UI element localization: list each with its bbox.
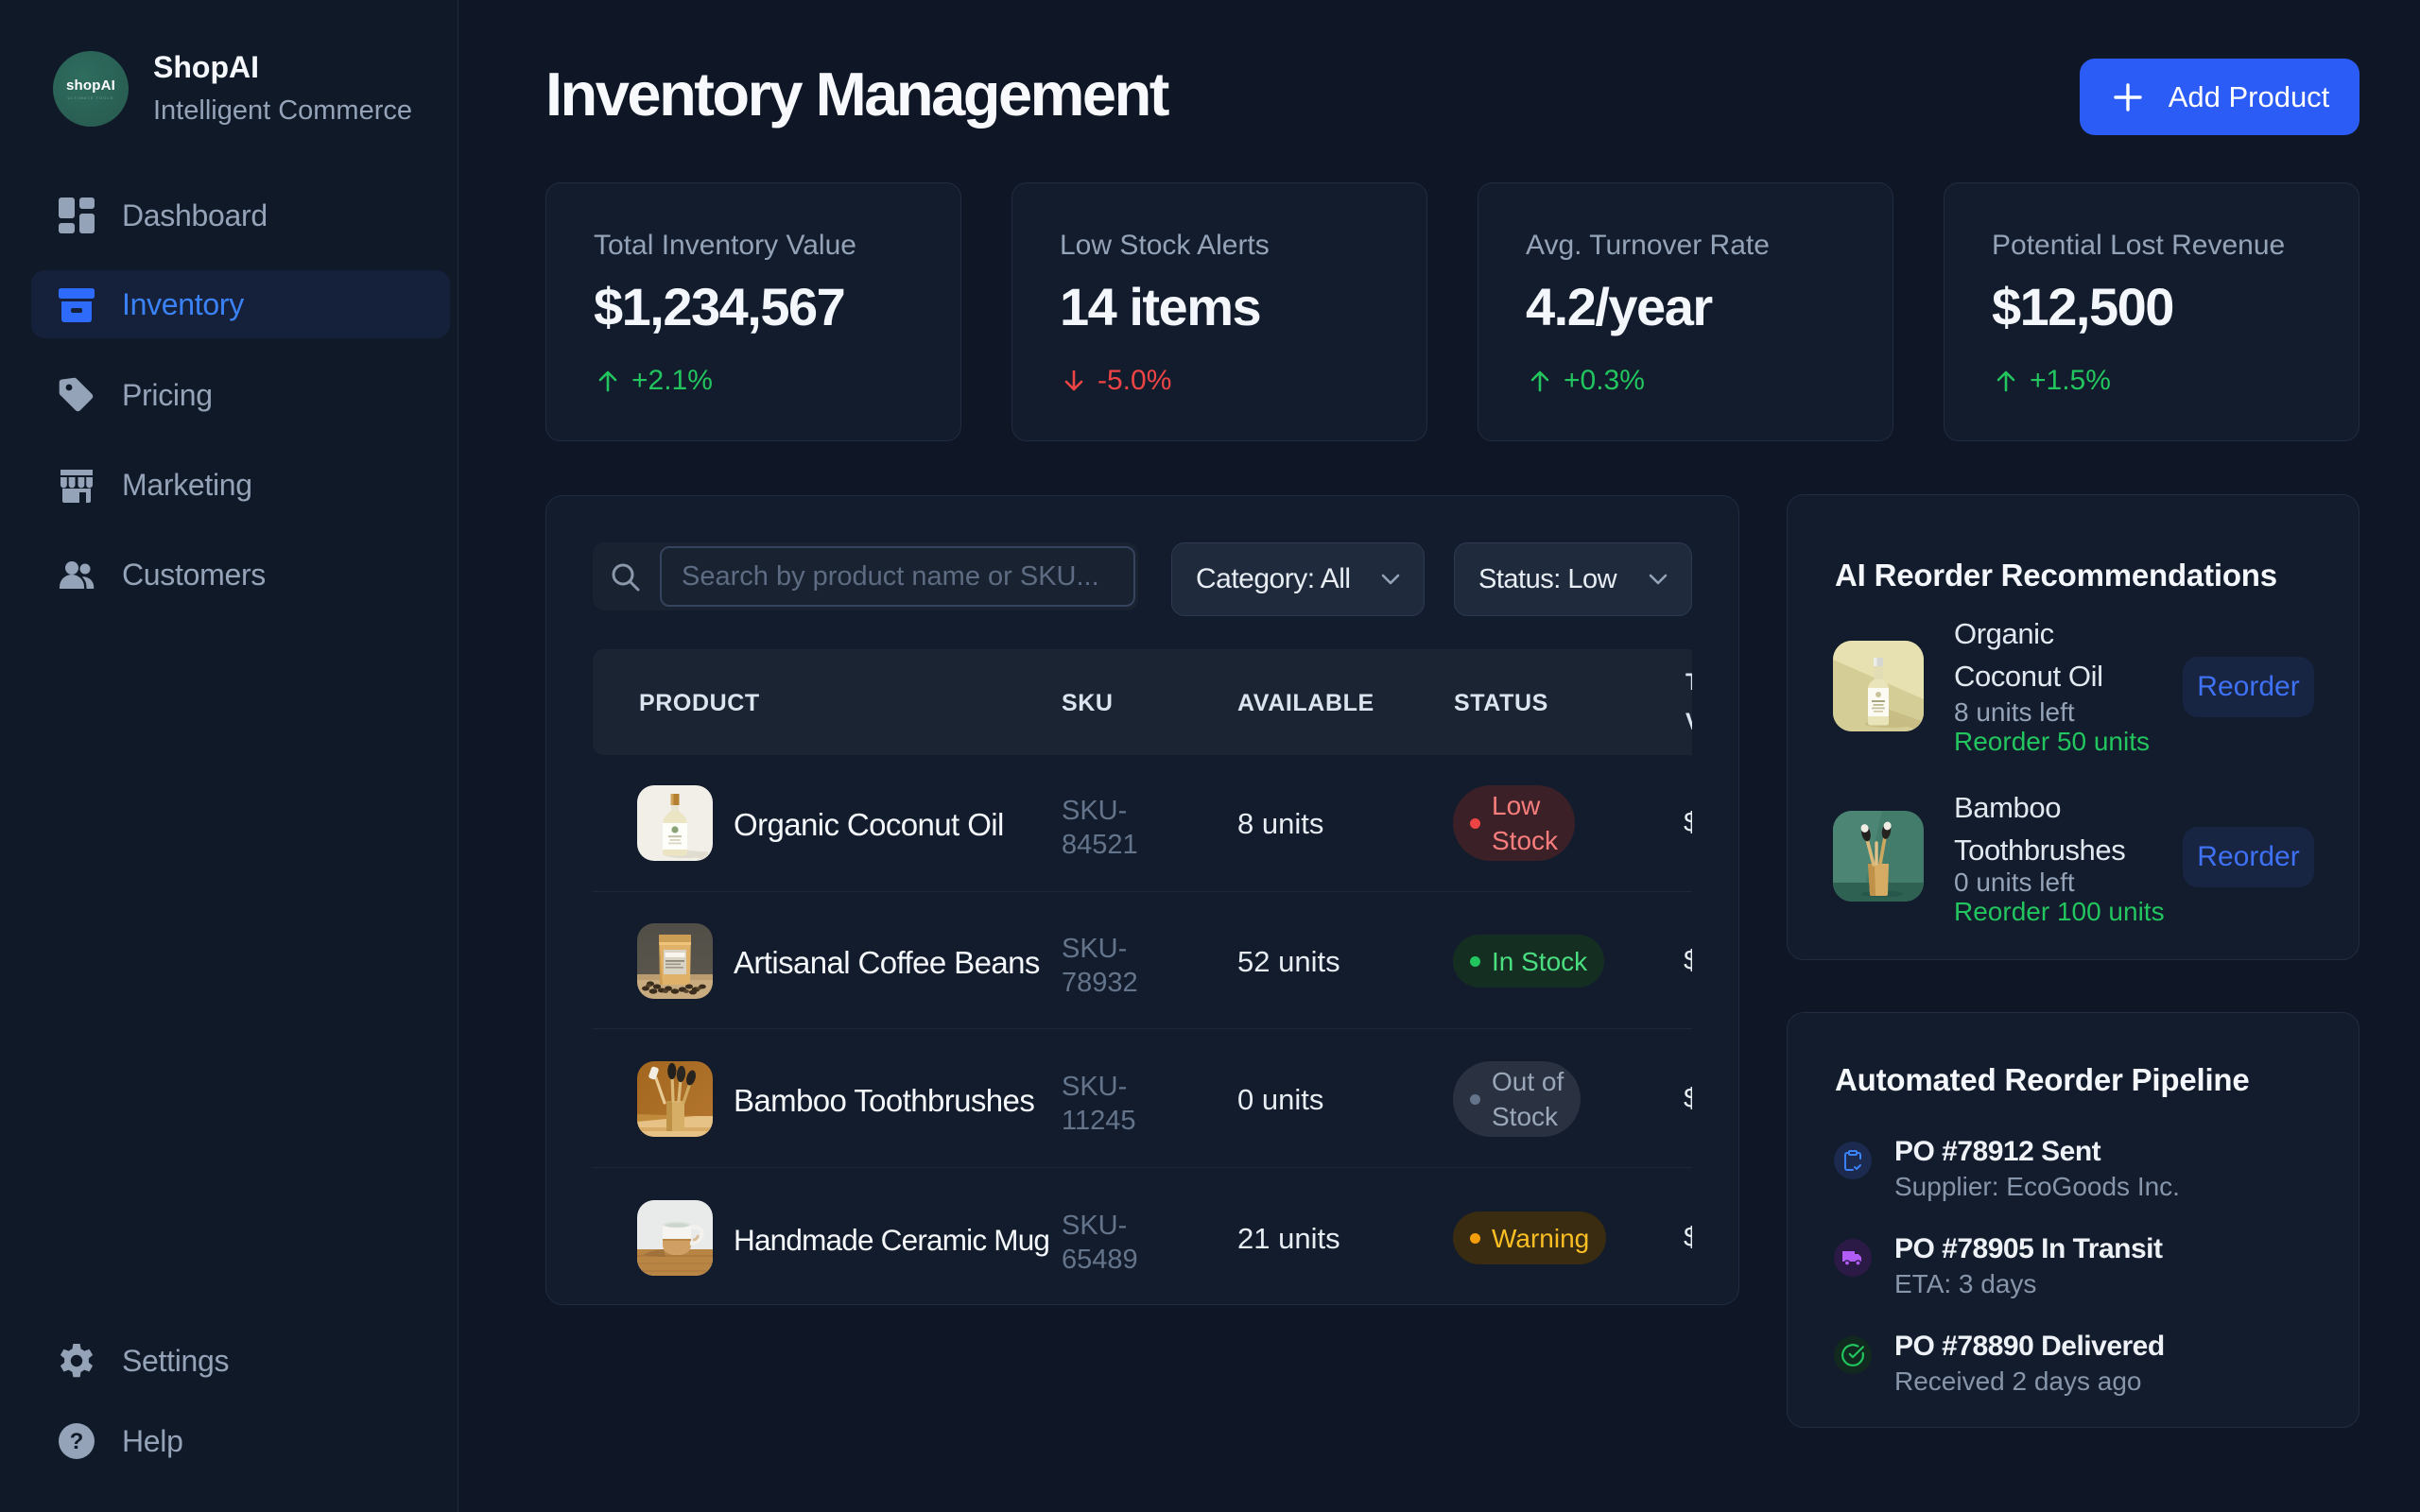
svg-text:?: ? xyxy=(70,1429,84,1454)
